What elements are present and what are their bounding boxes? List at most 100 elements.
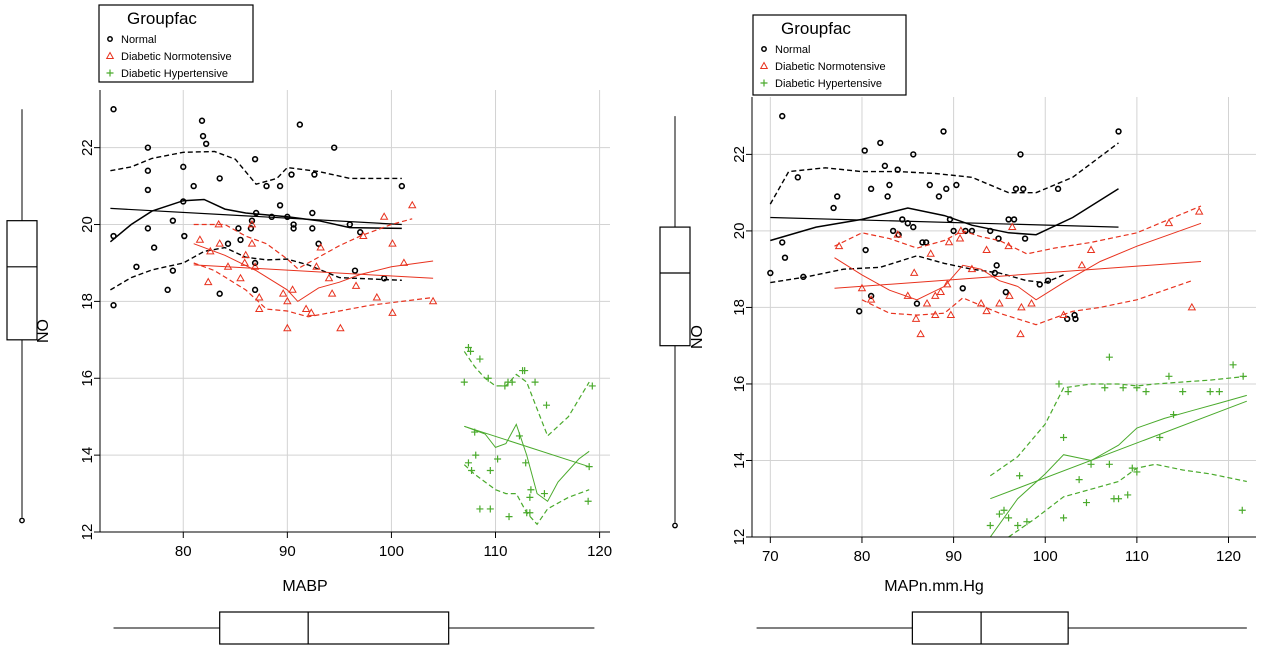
series-1-fit-line (834, 261, 1202, 289)
data-point-diabetic-hypertensive (1229, 361, 1237, 369)
data-point-diabetic-hypertensive (1238, 506, 1246, 514)
data-point-diabetic-normotensive (214, 219, 223, 228)
data-point-normal (1044, 277, 1052, 284)
data-point-diabetic-hypertensive (1082, 499, 1090, 507)
data-point-diabetic-hypertensive (521, 367, 529, 375)
data-point-normal (889, 227, 897, 235)
data-point-normal (248, 217, 256, 224)
legend-box (98, 4, 254, 83)
data-point-diabetic-hypertensive (1170, 411, 1178, 419)
data-point-diabetic-normotensive (388, 239, 397, 247)
y-axis-label: NO (35, 319, 52, 343)
data-point-normal (881, 162, 889, 170)
series-2-loess-lower (1008, 463, 1247, 537)
x-tick-label: 110 (1125, 548, 1149, 565)
y-tick-label: 14 (731, 452, 748, 469)
data-point-diabetic-hypertensive (584, 497, 592, 505)
data-point-diabetic-normotensive (379, 212, 389, 220)
data-point-diabetic-normotensive (936, 287, 946, 296)
series-0-loess-line (770, 188, 1119, 242)
data-point-normal (794, 174, 802, 181)
data-point-normal (946, 216, 954, 223)
data-point-normal (935, 193, 943, 200)
data-point-diabetic-normotensive (834, 241, 844, 250)
data-point-normal (110, 232, 117, 240)
data-point-normal (1005, 216, 1012, 223)
legend-marker-normal (107, 36, 113, 42)
data-point-diabetic-hypertensive (540, 490, 548, 498)
data-point-diabetic-normotensive (223, 262, 233, 270)
data-point-diabetic-normotensive (203, 277, 213, 286)
data-point-normal (1017, 151, 1024, 158)
data-point-normal (309, 209, 316, 217)
data-point-normal (830, 204, 837, 212)
data-point-normal (288, 171, 295, 178)
data-point-diabetic-hypertensive (501, 382, 509, 390)
data-point-diabetic-normotensive (1005, 291, 1014, 299)
x-axis-label: MABP (282, 578, 327, 595)
data-point-diabetic-normotensive (312, 262, 321, 270)
data-point-diabetic-normotensive (967, 264, 977, 273)
series-1-loess-line (834, 222, 1202, 301)
data-point-normal (781, 254, 789, 261)
data-point-normal (251, 155, 259, 163)
data-point-diabetic-normotensive (1077, 260, 1087, 269)
series-0-loess-lower (110, 246, 402, 291)
data-point-diabetic-normotensive (307, 308, 316, 316)
data-point-normal (910, 151, 917, 158)
data-point-normal (164, 286, 171, 294)
data-point-diabetic-hypertensive (1133, 384, 1141, 392)
data-point-normal (169, 217, 177, 224)
data-point-diabetic-hypertensive (1124, 491, 1132, 499)
legend-marker-diabetic-normotensive (759, 61, 769, 69)
data-point-diabetic-hypertensive (1075, 476, 1083, 484)
data-point-diabetic-normotensive (1194, 207, 1204, 215)
data-point-diabetic-hypertensive (588, 382, 596, 390)
data-point-normal (216, 175, 223, 182)
data-point-normal (284, 213, 291, 221)
data-point-diabetic-hypertensive (1215, 388, 1223, 396)
data-point-diabetic-normotensive (909, 268, 919, 276)
data-point-diabetic-hypertensive (1179, 388, 1187, 396)
data-point-diabetic-hypertensive (1055, 380, 1063, 388)
x-tick-label: 90 (279, 543, 296, 560)
data-point-normal (398, 182, 406, 190)
series-1-loess-upper (193, 218, 413, 270)
data-point-normal (180, 163, 187, 171)
data-point-normal (150, 244, 158, 251)
data-point-diabetic-hypertensive (460, 378, 468, 386)
data-point-normal (380, 275, 388, 282)
data-point-diabetic-hypertensive (995, 510, 1003, 518)
data-point-normal (357, 229, 364, 236)
y-tick-label: 22 (79, 139, 96, 156)
y-tick-label: 20 (731, 223, 748, 240)
data-point-diabetic-normotensive (283, 296, 292, 305)
data-point-diabetic-hypertensive (515, 432, 523, 440)
series-0-loess-line (109, 198, 402, 243)
y-tick-label: 12 (731, 529, 748, 546)
data-point-diabetic-hypertensive (1206, 388, 1214, 396)
data-point-diabetic-hypertensive (1156, 434, 1164, 442)
data-point-diabetic-hypertensive (527, 486, 535, 494)
data-point-diabetic-normotensive (942, 279, 952, 288)
data-point-diabetic-hypertensive (1128, 464, 1136, 472)
series-0-loess-lower (770, 255, 1064, 284)
data-point-normal (1064, 315, 1071, 323)
data-point-diabetic-hypertensive (494, 455, 502, 463)
data-point-normal (290, 225, 297, 232)
data-point-diabetic-normotensive (893, 230, 902, 238)
data-point-diabetic-normotensive (995, 298, 1004, 307)
data-point-diabetic-hypertensive (986, 522, 994, 530)
data-point-diabetic-normotensive (944, 237, 954, 246)
data-point-diabetic-normotensive (336, 323, 345, 332)
legend-label: Diabetic Normotensive (775, 61, 886, 73)
data-point-normal (779, 239, 786, 246)
data-point-normal (309, 225, 316, 232)
data-point-normal (919, 239, 926, 246)
data-point-diabetic-hypertensive (1239, 372, 1247, 380)
legend-label: Diabetic Normotensive (121, 51, 232, 63)
panel-mabp: 80 90 100 110 120 12 14 16 18 20 22 MABP NO Groupfac N… (6, 4, 612, 645)
data-point-diabetic-hypertensive (1101, 384, 1109, 392)
data-point-normal (1054, 185, 1062, 193)
series-2-loess-line (989, 394, 1247, 537)
